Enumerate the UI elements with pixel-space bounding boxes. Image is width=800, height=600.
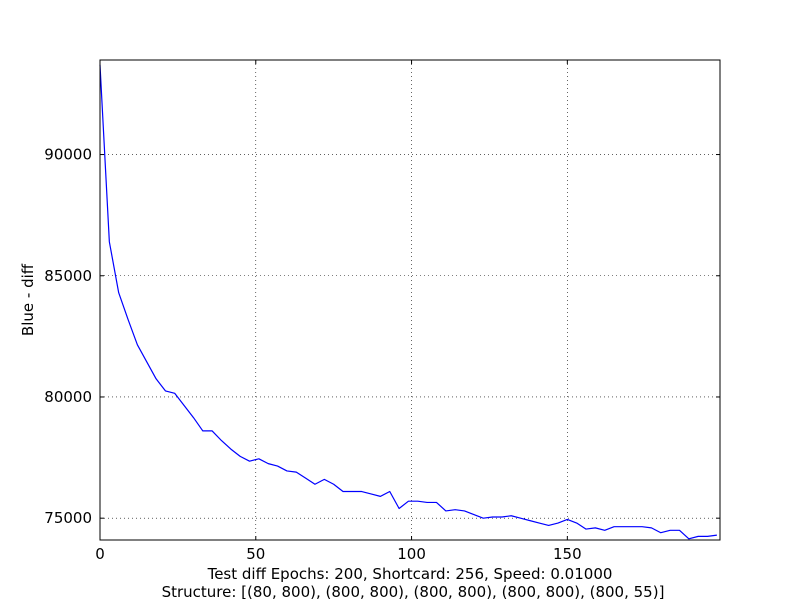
y-tick-label: 80000 [44, 388, 92, 406]
y-axis-label: Blue - diff [19, 263, 37, 336]
x-axis-label-line2: Structure: [(80, 800), (800, 800), (800,… [162, 583, 665, 600]
y-tick-label: 75000 [44, 509, 92, 527]
x-tick-label: 50 [246, 545, 265, 563]
series-line [99, 64, 717, 540]
x-tick-label: 100 [397, 545, 426, 563]
ticks: 0 50 100 150 75000 80000 85000 90000 [44, 60, 720, 563]
plot-frame [99, 59, 721, 541]
y-tick-label: 85000 [44, 267, 92, 285]
series-layer [99, 64, 717, 540]
x-tick-label: 0 [95, 545, 105, 563]
y-tick-label: 90000 [44, 146, 92, 164]
x-axis-label-line1: Test diff Epochs: 200, Shortcard: 256, S… [207, 565, 613, 583]
x-tick-label: 150 [553, 545, 582, 563]
